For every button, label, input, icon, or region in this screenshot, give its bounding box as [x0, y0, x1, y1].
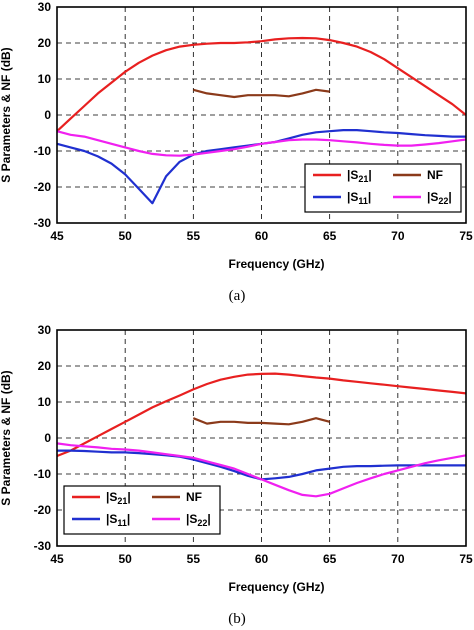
x-tick-label: 60 — [255, 552, 269, 566]
y-tick-label: 30 — [38, 0, 52, 14]
legend-box — [63, 485, 221, 535]
x-tick-label: 45 — [50, 229, 64, 243]
series-line-s22 — [56, 442, 467, 498]
y-tick-label: 20 — [38, 359, 52, 373]
legend-entry-label: |S11| — [347, 190, 371, 206]
y-tick-label: 10 — [38, 395, 52, 409]
x-tick-label: 55 — [187, 552, 201, 566]
x-tick-label: 50 — [118, 229, 132, 243]
y-tick-label: 0 — [44, 108, 51, 122]
x-tick-label: 60 — [255, 229, 269, 243]
x-tick-label: 70 — [391, 229, 405, 243]
y-tick-label: -20 — [34, 180, 52, 194]
y-tick-label: 0 — [44, 431, 51, 445]
series-line-nf — [193, 88, 330, 99]
legend: |S21| NF |S11| |S22| — [304, 163, 462, 213]
legend-entry-label: |S21| — [347, 168, 372, 184]
y-axis-label: S Parameters & NF (dB) — [0, 47, 13, 182]
x-tick-label: 65 — [323, 229, 337, 243]
series-line-s21 — [56, 372, 467, 458]
legend-entry-label: |S21| — [106, 490, 131, 506]
x-axis-label: Frequency (GHz) — [228, 580, 324, 594]
plot-frame — [56, 329, 467, 547]
panel-caption: (a) — [229, 288, 246, 304]
y-tick-label: 30 — [38, 323, 52, 337]
plot-frame — [56, 6, 467, 224]
x-tick-label: 75 — [459, 552, 473, 566]
y-tick-label: -30 — [34, 539, 52, 553]
y-tick-label: -20 — [34, 503, 52, 517]
series-line-s22 — [56, 130, 467, 157]
y-tick-label: -10 — [34, 467, 52, 481]
legend-entry-label: |S22| — [186, 512, 211, 528]
legend-entry-label: |S22| — [427, 190, 452, 206]
chart-panel-b: 45 50 55 60 65 70 75 30 20 10 0 -10 -20 -30 Frequency … — [0, 323, 473, 627]
y-axis-label: S Parameters & NF (dB) — [0, 370, 13, 505]
chart-panel-a: 45 50 55 60 65 70 75 30 20 10 0 -10 -20 -30 Frequency … — [0, 0, 473, 304]
series-line-nf — [192, 417, 330, 426]
legend-entry-label: NF — [186, 490, 202, 504]
y-tick-label: 10 — [38, 72, 52, 86]
x-tick-label: 65 — [323, 552, 337, 566]
legend: |S21| NF |S11| |S22| — [63, 485, 221, 535]
y-tick-label: 20 — [38, 36, 52, 50]
x-tick-label: 55 — [187, 229, 201, 243]
y-tick-label: -30 — [34, 216, 52, 230]
y-tick-label: -10 — [34, 144, 52, 158]
legend-entry-label: NF — [427, 168, 443, 182]
legend-box — [304, 163, 462, 213]
x-tick-label: 70 — [391, 552, 405, 566]
panel-caption: (b) — [228, 611, 246, 627]
x-tick-label: 45 — [50, 552, 64, 566]
x-tick-label: 75 — [459, 229, 473, 243]
legend-entry-label: |S11| — [106, 512, 130, 528]
x-tick-label: 50 — [118, 552, 132, 566]
series-line-s21 — [56, 36, 467, 133]
x-axis-label: Frequency (GHz) — [228, 257, 324, 271]
